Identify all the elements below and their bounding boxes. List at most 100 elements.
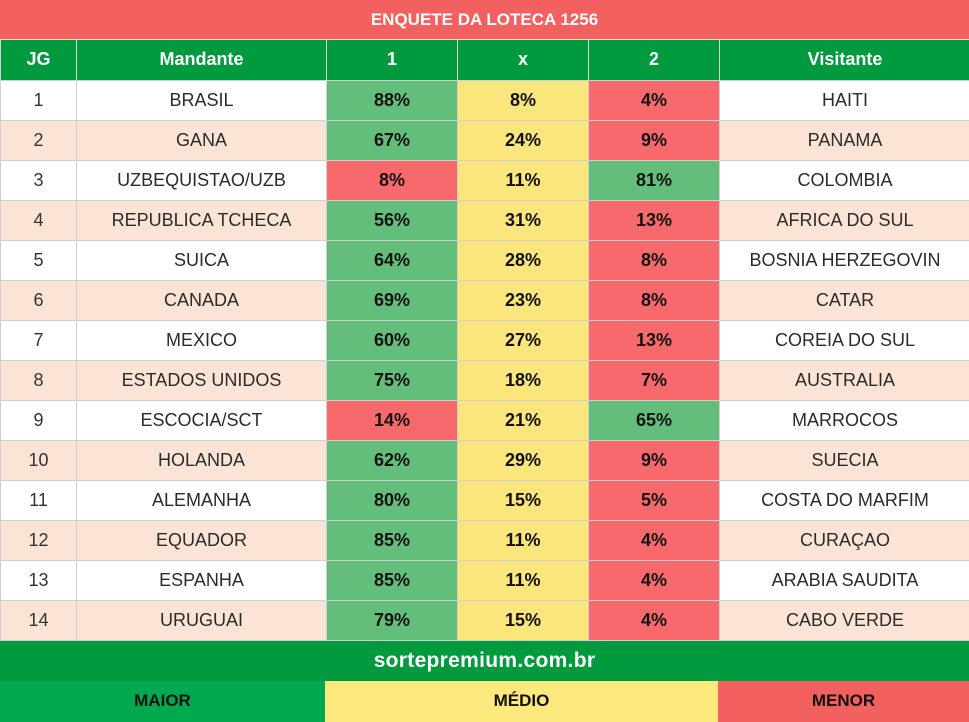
away-win-pct: 8%	[589, 280, 720, 320]
away-win-pct: 7%	[589, 360, 720, 400]
away-win-pct: 4%	[589, 600, 720, 640]
away-win-pct: 13%	[589, 320, 720, 360]
home-team: ESPANHA	[77, 560, 327, 600]
draw-pct: 21%	[458, 400, 589, 440]
draw-pct: 15%	[458, 600, 589, 640]
home-team: URUGUAI	[77, 600, 327, 640]
away-team: COREIA DO SUL	[720, 320, 969, 360]
legend-maior: MAIOR	[0, 681, 325, 722]
away-win-pct: 81%	[589, 160, 720, 200]
game-number: 11	[1, 480, 77, 520]
site-footer: sortepremium.com.br	[0, 641, 969, 681]
away-team: CABO VERDE	[720, 600, 969, 640]
game-number: 4	[1, 200, 77, 240]
game-number: 2	[1, 120, 77, 160]
home-team: ALEMANHA	[77, 480, 327, 520]
draw-pct: 28%	[458, 240, 589, 280]
away-win-pct: 13%	[589, 200, 720, 240]
away-team: COLOMBIA	[720, 160, 969, 200]
away-team: CATAR	[720, 280, 969, 320]
home-team: MEXICO	[77, 320, 327, 360]
home-team: ESCOCIA/SCT	[77, 400, 327, 440]
away-win-pct: 8%	[589, 240, 720, 280]
home-win-pct: 88%	[327, 80, 458, 120]
away-team: SUECIA	[720, 440, 969, 480]
legend-medio: MÉDIO	[325, 681, 718, 722]
away-team: HAITI	[720, 80, 969, 120]
home-win-pct: 14%	[327, 400, 458, 440]
game-number: 6	[1, 280, 77, 320]
game-number: 13	[1, 560, 77, 600]
home-team: GANA	[77, 120, 327, 160]
draw-pct: 23%	[458, 280, 589, 320]
away-win-pct: 4%	[589, 520, 720, 560]
draw-pct: 31%	[458, 200, 589, 240]
away-team: PANAMA	[720, 120, 969, 160]
home-win-pct: 60%	[327, 320, 458, 360]
game-number: 1	[1, 80, 77, 120]
away-team: AUSTRALIA	[720, 360, 969, 400]
away-win-pct: 9%	[589, 440, 720, 480]
away-team: BOSNIA HERZEGOVIN	[720, 240, 969, 280]
legend-menor: MENOR	[718, 681, 969, 722]
home-win-pct: 85%	[327, 560, 458, 600]
away-win-pct: 9%	[589, 120, 720, 160]
home-team: SUICA	[77, 240, 327, 280]
away-team: COSTA DO MARFIM	[720, 480, 969, 520]
home-win-pct: 75%	[327, 360, 458, 400]
draw-pct: 11%	[458, 560, 589, 600]
away-win-pct: 65%	[589, 400, 720, 440]
game-number: 9	[1, 400, 77, 440]
game-number: 14	[1, 600, 77, 640]
away-team: CURAÇAO	[720, 520, 969, 560]
game-number: 3	[1, 160, 77, 200]
away-win-pct: 4%	[589, 80, 720, 120]
draw-pct: 11%	[458, 520, 589, 560]
home-win-pct: 62%	[327, 440, 458, 480]
away-win-pct: 5%	[589, 480, 720, 520]
home-win-pct: 8%	[327, 160, 458, 200]
header-2: 2	[589, 40, 720, 80]
header-mandante: Mandante	[77, 40, 327, 80]
away-team: MARROCOS	[720, 400, 969, 440]
game-number: 12	[1, 520, 77, 560]
game-number: 5	[1, 240, 77, 280]
home-team: EQUADOR	[77, 520, 327, 560]
home-team: HOLANDA	[77, 440, 327, 480]
away-win-pct: 4%	[589, 560, 720, 600]
draw-pct: 11%	[458, 160, 589, 200]
home-win-pct: 85%	[327, 520, 458, 560]
header-visitante: Visitante	[720, 40, 969, 80]
away-team: ARABIA SAUDITA	[720, 560, 969, 600]
game-number: 7	[1, 320, 77, 360]
draw-pct: 8%	[458, 80, 589, 120]
draw-pct: 29%	[458, 440, 589, 480]
home-win-pct: 79%	[327, 600, 458, 640]
home-win-pct: 80%	[327, 480, 458, 520]
home-win-pct: 64%	[327, 240, 458, 280]
away-team: AFRICA DO SUL	[720, 200, 969, 240]
color-legend: MAIOR MÉDIO MENOR	[0, 681, 969, 722]
home-win-pct: 69%	[327, 280, 458, 320]
home-team: BRASIL	[77, 80, 327, 120]
draw-pct: 24%	[458, 120, 589, 160]
home-win-pct: 67%	[327, 120, 458, 160]
draw-pct: 27%	[458, 320, 589, 360]
game-number: 10	[1, 440, 77, 480]
draw-pct: 18%	[458, 360, 589, 400]
home-team: ESTADOS UNIDOS	[77, 360, 327, 400]
